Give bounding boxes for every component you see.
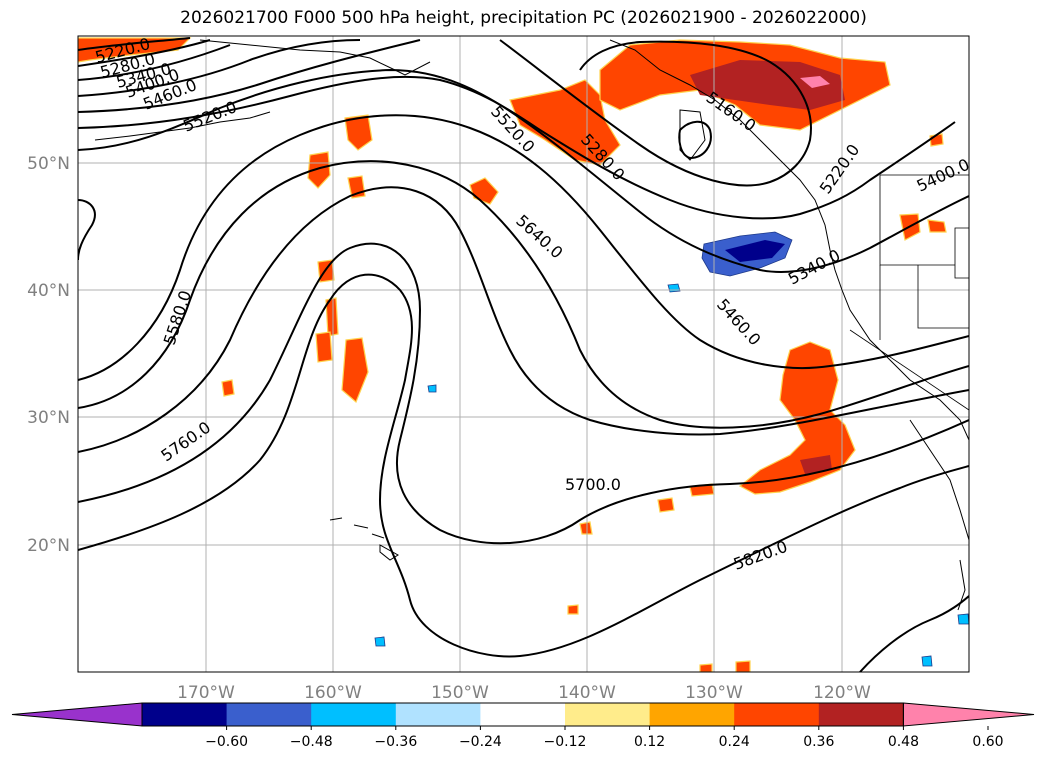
precip-positive-areas bbox=[78, 37, 947, 672]
colorbar-tick-label: 0.48 bbox=[888, 734, 919, 750]
map-gridlines bbox=[78, 36, 969, 672]
lon-label: 160°W bbox=[304, 683, 362, 703]
colorbar-segment bbox=[480, 703, 566, 726]
colorbar-tick-label: −0.12 bbox=[544, 734, 587, 750]
lon-label: 170°W bbox=[177, 683, 235, 703]
lon-label: 140°W bbox=[558, 683, 616, 703]
latitude-labels: 50°N 40°N 30°N 20°N bbox=[27, 154, 70, 556]
colorbar-extend-low bbox=[11, 702, 143, 727]
colorbar-tick-label: 0.24 bbox=[719, 734, 750, 750]
colorbar-tick-label: 0.60 bbox=[972, 734, 1003, 750]
colorbar-tick-label: 0.36 bbox=[803, 734, 834, 750]
lon-label: 120°W bbox=[813, 683, 871, 703]
colorbar-segment bbox=[734, 703, 820, 726]
colorbar-segment bbox=[311, 703, 397, 726]
chart-title: 2026021700 F000 500 hPa height, precipit… bbox=[180, 8, 867, 28]
colorbar-segment bbox=[649, 703, 735, 726]
colorbar-segment bbox=[142, 703, 228, 726]
colorbar-frame bbox=[141, 702, 904, 727]
colorbar-segment bbox=[226, 703, 312, 726]
colorbar-tick-label: −0.60 bbox=[205, 734, 248, 750]
colorbar: −0.60 −0.48 −0.36 −0.24 −0.12 0.12 0.24 0.36 0.4… bbox=[11, 702, 1035, 750]
longitude-labels: 170°W 160°W 150°W 140°W 130°W 120°W bbox=[177, 683, 871, 703]
political-borders bbox=[849, 174, 969, 411]
colorbar-extend-high bbox=[902, 702, 1035, 727]
lon-label: 150°W bbox=[431, 683, 489, 703]
colorbar-tick-label: 0.12 bbox=[634, 734, 665, 750]
lat-label: 50°N bbox=[27, 154, 70, 174]
colorbar-segment bbox=[818, 703, 904, 726]
lat-label: 40°N bbox=[27, 281, 70, 301]
colorbar-tick-label: −0.36 bbox=[374, 734, 417, 750]
lon-label: 130°W bbox=[685, 683, 743, 703]
colorbar-tick-label: −0.24 bbox=[459, 734, 502, 750]
height-contours bbox=[78, 37, 969, 672]
map-frame bbox=[77, 35, 970, 673]
colorbar-segment bbox=[565, 703, 651, 726]
contour-label: 5700.0 bbox=[565, 475, 621, 494]
lat-label: 30°N bbox=[27, 408, 70, 428]
colorbar-tick-label: −0.48 bbox=[290, 734, 333, 750]
colorbar-segment bbox=[395, 703, 481, 726]
lat-label: 20°N bbox=[27, 536, 70, 556]
